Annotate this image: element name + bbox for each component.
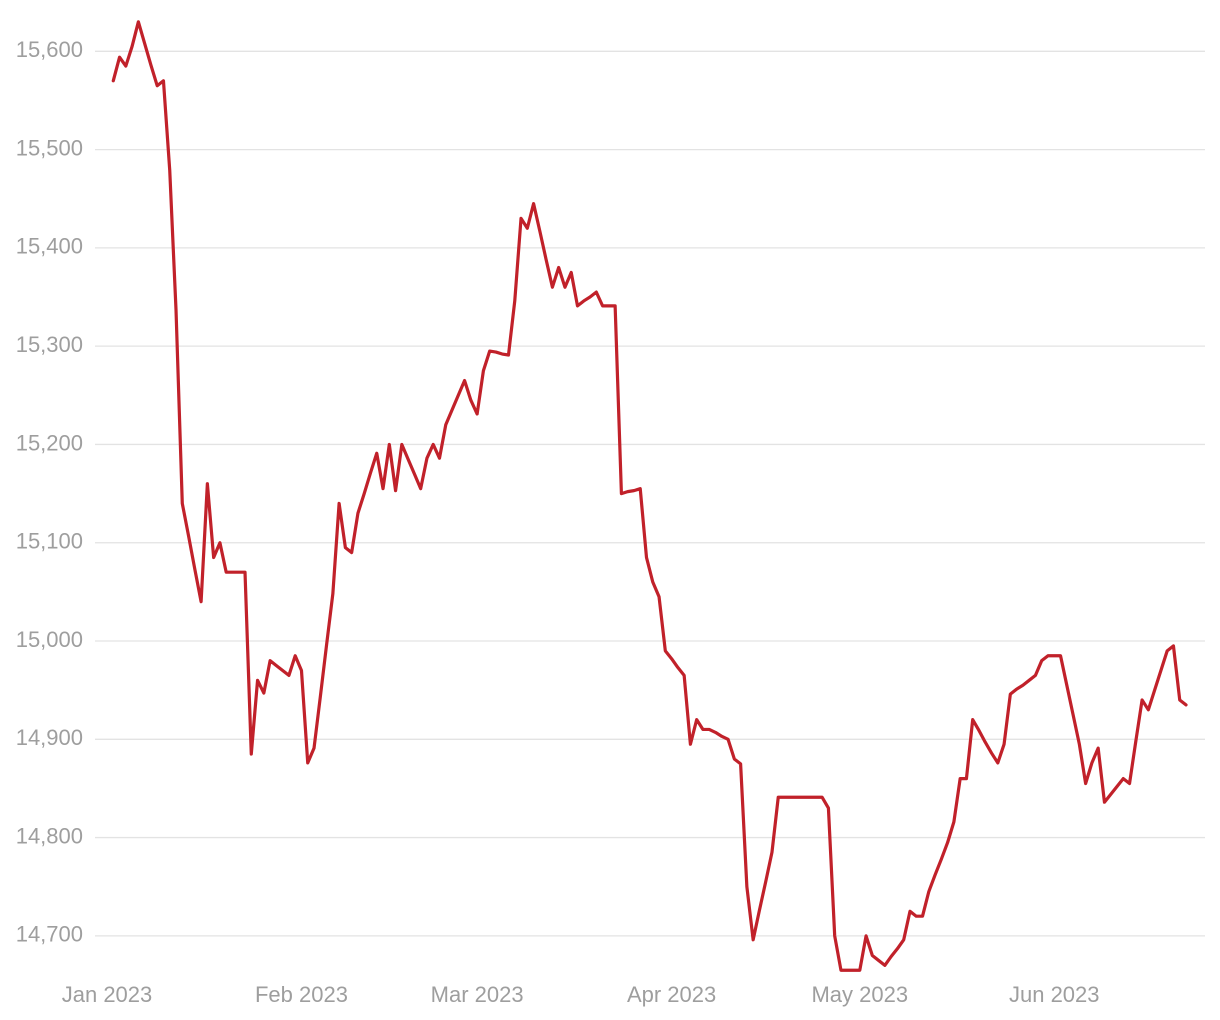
y-tick-label: 14,800 xyxy=(16,823,83,848)
line xyxy=(111,20,1188,972)
y-tick-label: 15,500 xyxy=(16,135,83,160)
y-tick-label: 15,200 xyxy=(16,430,83,455)
y-tick-label: 15,300 xyxy=(16,332,83,357)
x-tick-label: Apr 2023 xyxy=(627,982,716,1007)
y-tick-label: 15,400 xyxy=(16,234,83,259)
x-tick-label: Jan 2023 xyxy=(62,982,153,1007)
x-tick-label: May 2023 xyxy=(811,982,908,1007)
y-tick-label: 15,600 xyxy=(16,37,83,62)
x-tick-label: Jun 2023 xyxy=(1009,982,1100,1007)
y-tick-label: 15,000 xyxy=(16,627,83,652)
y-tick-label: 14,700 xyxy=(16,922,83,947)
y-tick-label: 15,100 xyxy=(16,529,83,554)
x-tick-label: Feb 2023 xyxy=(255,982,348,1007)
y-tick-label: 14,900 xyxy=(16,725,83,750)
x-tick-label: Mar 2023 xyxy=(431,982,524,1007)
